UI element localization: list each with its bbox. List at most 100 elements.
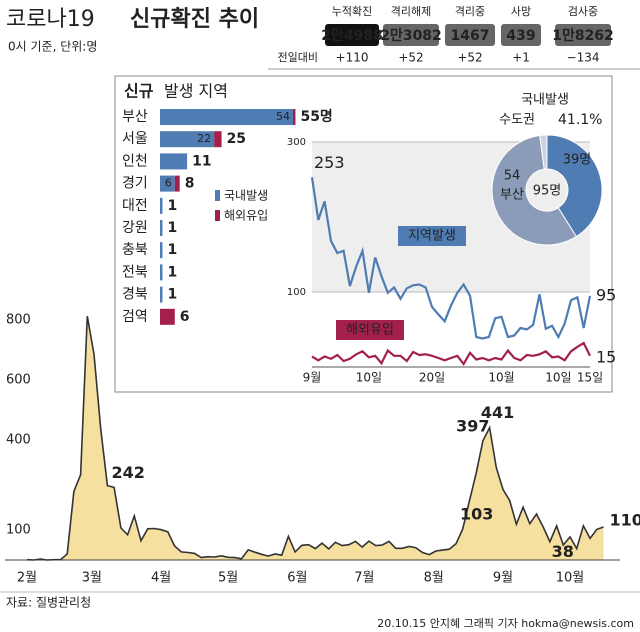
y-tick-label: 100 <box>6 523 31 538</box>
x-tick-label: 2월 <box>17 571 37 586</box>
main-chart: 100 400 600 800 2월 3월 4월 5월 6월 7월 8월 9월 10월 242 103 397… <box>5 313 640 586</box>
pie-category: 부산 <box>500 188 524 203</box>
data-label: 95 <box>596 285 616 304</box>
bar-segment <box>160 308 175 325</box>
series-tag-bg <box>398 226 466 246</box>
bar-segment <box>160 242 163 259</box>
bar-segment <box>160 153 188 170</box>
legend-swatch <box>215 210 220 221</box>
data-label: 253 <box>314 153 345 172</box>
bar-segment <box>293 109 296 125</box>
bar-segment <box>160 264 163 281</box>
category-label: 충북 <box>122 242 148 258</box>
stat-change: +52 <box>398 51 423 65</box>
x-tick-label: 20일 <box>419 371 445 385</box>
legend-label: 국내발생 <box>224 189 268 203</box>
credit: 20.10.15 안지혜 그래픽 기자 hokma@newsis.com <box>377 617 634 630</box>
bar-segment <box>160 220 163 236</box>
x-tick-label: 10월 <box>488 371 514 385</box>
legend-swatch <box>215 190 220 201</box>
pie-value-label: 54 <box>504 169 521 184</box>
total-label: 11 <box>192 153 211 169</box>
x-tick-label: 5월 <box>218 571 238 586</box>
pie-slice <box>491 134 578 246</box>
stat-change: −134 <box>567 51 600 65</box>
series-line <box>310 177 592 340</box>
total-label: 1 <box>167 198 177 214</box>
total-label: 1 <box>167 242 177 258</box>
bar-title-main: 발생 지역 <box>164 82 228 101</box>
pie-value-label: 39명 <box>563 153 592 168</box>
y-tick-label: 300 <box>287 137 306 148</box>
category-label: 전북 <box>122 264 148 280</box>
title-lead: 코로나19 <box>6 7 95 32</box>
series-tag: 지역발생 <box>408 229 456 244</box>
bar-segment <box>160 197 163 214</box>
stat-header: 누적확진 <box>332 5 372 18</box>
data-label: 15 <box>596 347 616 366</box>
x-tick-label: 8월 <box>424 571 444 586</box>
x-tick-label: 4월 <box>151 571 171 586</box>
stat-header: 격리중 <box>455 5 485 18</box>
category-label: 강원 <box>122 220 148 236</box>
category-label: 서울 <box>122 131 148 147</box>
stat-header: 검사중 <box>568 5 598 18</box>
stat-box <box>445 24 495 46</box>
legend-label: 해외유입 <box>224 209 268 223</box>
stats-table: 전일대비 누적확진 2만4988 +110 격리해제 2만3082 +52 격리중 1467 +5… <box>268 4 640 70</box>
data-label: 38 <box>552 542 574 561</box>
category-label: 경북 <box>122 287 148 303</box>
bar-segment <box>160 131 215 148</box>
y-tick-label: 100 <box>287 287 306 298</box>
pie-title: 국내발생 <box>521 93 569 108</box>
bar-segment <box>160 175 175 192</box>
source: 자료: 질병관리청 <box>6 596 91 610</box>
stat-box <box>555 24 611 46</box>
y-tick-label: 800 <box>6 313 31 328</box>
title-main: 신규확진 추이 <box>130 7 259 32</box>
category-label: 대전 <box>122 198 148 214</box>
data-label: 110 <box>610 511 640 530</box>
total-label: 1 <box>167 220 177 236</box>
total-label: 25 <box>227 131 246 147</box>
inset-charts: 100 300 9월 10일 20일 10월 10일 15일 지역발생 253 95 해외유입 15 신규… <box>122 82 616 385</box>
category-label: 부산 <box>122 109 148 125</box>
x-tick-label: 9월 <box>493 571 513 586</box>
stat-header: 격리해제 <box>391 4 431 18</box>
area-line <box>26 315 604 561</box>
data-label: 103 <box>460 505 493 524</box>
bar-title-lead: 신규 <box>124 82 154 101</box>
total-label: 6 <box>180 309 190 325</box>
category-label: 경기 <box>122 176 148 192</box>
data-label: 397 <box>456 416 489 435</box>
y-tick-label: 400 <box>6 433 31 448</box>
x-tick-label: 10월 <box>556 571 585 586</box>
bar-inner-label: 6 <box>165 177 172 190</box>
x-tick-label: 7월 <box>354 571 374 586</box>
bar-segment <box>174 175 180 192</box>
bar-inner-label: 54 <box>276 110 290 123</box>
stat-box <box>325 24 379 46</box>
bar-segment <box>160 109 293 125</box>
stat-change: +52 <box>457 51 482 65</box>
x-tick-label: 9월 <box>303 371 322 385</box>
category-label: 인천 <box>122 153 148 169</box>
pie-slice <box>539 134 548 170</box>
stat-box <box>383 24 439 46</box>
pie-share: 41.1% <box>558 112 602 128</box>
series-tag: 해외유입 <box>346 323 394 338</box>
x-tick-label: 6월 <box>287 571 307 586</box>
stat-value: 439 <box>506 28 535 44</box>
area-fill <box>27 316 604 560</box>
total-label: 1 <box>167 287 177 303</box>
total-label: 1 <box>167 264 177 280</box>
y-tick-label: 600 <box>6 373 31 388</box>
pie-category: 수도권 <box>499 113 535 128</box>
stat-value: 1467 <box>451 28 490 44</box>
stat-change: +110 <box>336 51 369 65</box>
x-tick-label: 3월 <box>82 571 102 586</box>
change-label: 전일대비 <box>278 50 318 64</box>
data-label: 242 <box>111 463 144 482</box>
bar-segment <box>160 286 163 303</box>
